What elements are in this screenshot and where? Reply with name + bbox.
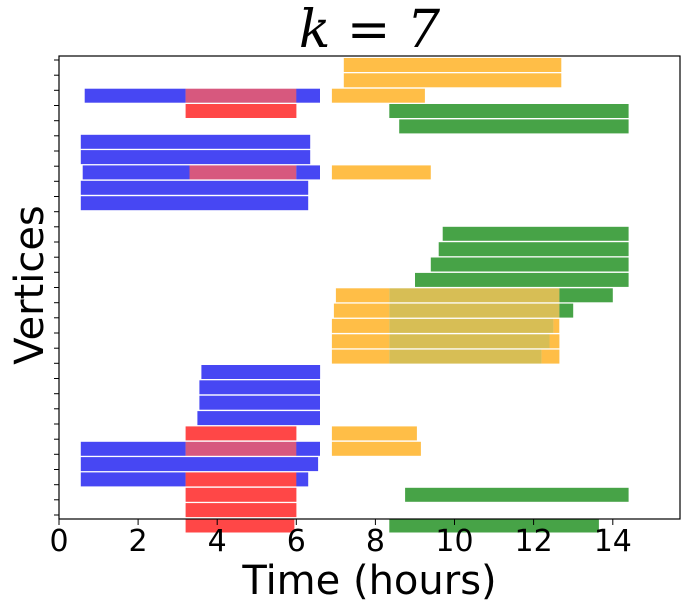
- gantt-bar: [438, 242, 629, 257]
- gantt-bar: [189, 165, 297, 180]
- gantt-bar: [331, 426, 417, 441]
- x-tick-label: 8: [365, 524, 385, 559]
- y-axis-label: Vertices: [7, 205, 53, 365]
- gantt-bar: [399, 119, 629, 134]
- gantt-bar: [80, 150, 311, 165]
- gantt-bar: [430, 257, 629, 272]
- gantt-bar: [80, 180, 309, 195]
- x-tick-label: 12: [514, 524, 553, 559]
- gantt-bar: [296, 472, 309, 487]
- x-tick-label: 2: [128, 524, 148, 559]
- gantt-bar: [333, 303, 390, 318]
- gantt-bar: [331, 334, 390, 349]
- gantt-bar: [185, 487, 297, 502]
- gantt-bar: [80, 441, 186, 456]
- gantt-bar: [331, 165, 431, 180]
- gantt-bar: [405, 487, 629, 502]
- gantt-bar: [549, 334, 560, 349]
- gantt-bar: [185, 104, 297, 118]
- gantt-bar: [331, 88, 425, 103]
- gantt-bar: [199, 395, 320, 410]
- gantt-bar: [389, 334, 550, 349]
- gantt-bar: [185, 518, 295, 533]
- gantt-bar: [553, 318, 560, 333]
- gantt-bar: [197, 411, 320, 426]
- x-axis-label: Time (hours): [242, 558, 497, 604]
- gantt-bar: [185, 472, 297, 487]
- gantt-bar: [185, 503, 297, 518]
- gantt-bar: [335, 288, 390, 303]
- gantt-bar: [541, 349, 560, 364]
- gantt-bar: [559, 303, 574, 318]
- chart-title: k = 7: [298, 0, 441, 60]
- gantt-bar: [185, 88, 297, 103]
- gantt-bar: [201, 365, 321, 379]
- x-tick-label: 6: [286, 524, 306, 559]
- gantt-bar: [389, 349, 542, 364]
- x-tick-label: 0: [49, 524, 69, 559]
- gantt-bar: [343, 73, 562, 88]
- gantt-bar: [343, 58, 562, 72]
- gantt-bar: [84, 88, 186, 103]
- x-tick-label: 10: [435, 524, 474, 559]
- gantt-bar: [80, 134, 311, 149]
- gantt-bar: [296, 88, 320, 103]
- gantt-bar: [389, 518, 599, 533]
- gantt-bar: [559, 288, 613, 303]
- gantt-bar: [331, 441, 421, 456]
- gantt-bar: [80, 457, 319, 472]
- gantt-bar: [296, 441, 320, 456]
- gantt-bar: [389, 303, 560, 318]
- gantt-bar: [389, 288, 560, 303]
- gantt-bar: [185, 441, 297, 456]
- gantt-bar: [80, 472, 186, 487]
- gantt-bar: [185, 426, 297, 441]
- gantt-bar: [296, 165, 320, 180]
- gantt-bar: [331, 349, 390, 364]
- gantt-bar: [331, 318, 390, 333]
- gantt-bar: [199, 380, 320, 395]
- gantt-bar: [389, 318, 554, 333]
- x-tick-label: 14: [593, 524, 632, 559]
- gantt-bar: [80, 196, 309, 211]
- x-tick-label: 4: [207, 524, 227, 559]
- gantt-bar: [389, 104, 629, 118]
- gantt-bar: [415, 272, 629, 287]
- gantt-bar: [442, 226, 629, 241]
- gantt-bar: [82, 165, 190, 180]
